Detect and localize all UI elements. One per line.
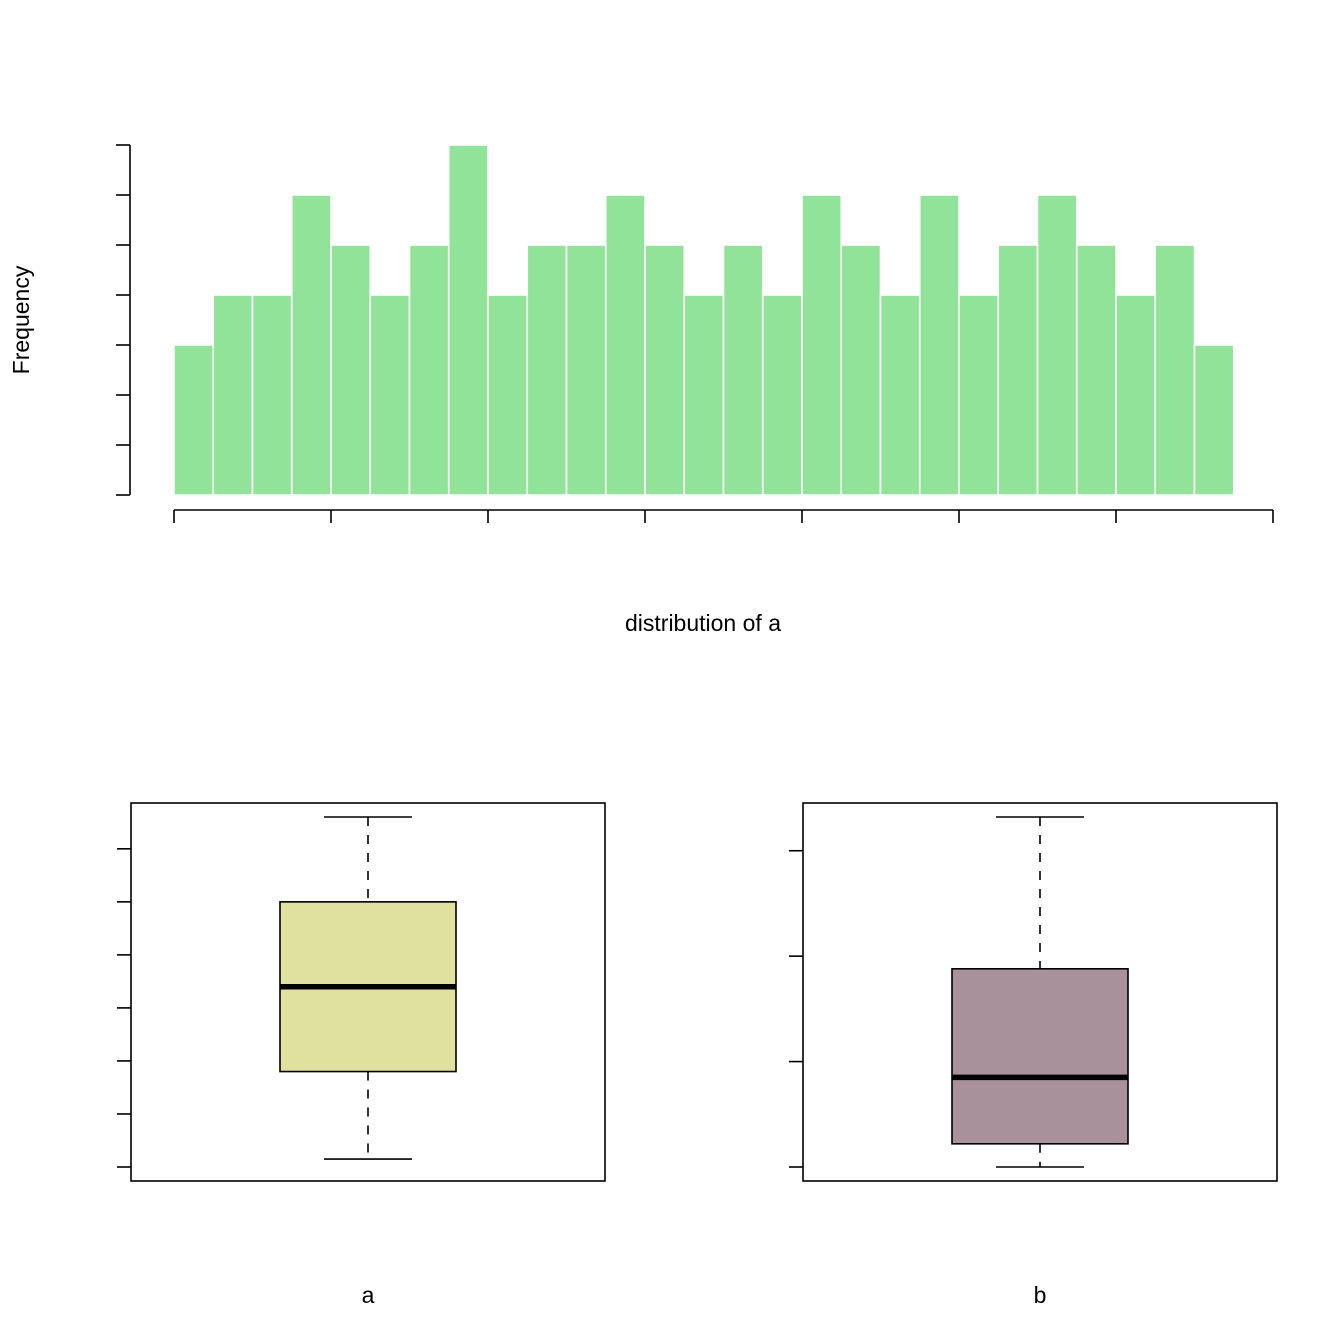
histogram-bar	[1193, 344, 1235, 496]
histogram-y-label: Frequency	[8, 265, 34, 374]
boxplot-b-y-axis	[789, 849, 803, 1168]
histogram-bar	[644, 244, 686, 496]
histogram-bar	[604, 194, 646, 496]
histogram-bar	[565, 244, 607, 496]
histogram-bar	[447, 144, 489, 496]
histogram-bar	[330, 244, 372, 496]
histogram-bar	[173, 344, 215, 496]
boxplot-a: a	[117, 802, 606, 1308]
histogram-bar	[1036, 194, 1078, 496]
histogram-bars	[173, 144, 1235, 496]
histogram-bar	[761, 294, 803, 496]
histogram-bar	[1075, 244, 1117, 496]
histogram-bar	[526, 244, 568, 496]
boxplot-a-x-label: a	[362, 1282, 375, 1308]
histogram-bar	[801, 194, 843, 496]
histogram-bar	[722, 244, 764, 496]
histogram-bar	[1115, 294, 1157, 496]
histogram-bar	[212, 294, 254, 496]
histogram-chart: distribution of a Frequency	[8, 144, 1274, 636]
histogram-bar	[840, 244, 882, 496]
histogram-bar	[487, 294, 529, 496]
histogram-x-axis	[173, 509, 1274, 523]
histogram-bar	[290, 194, 332, 496]
boxplot-b-marks	[951, 816, 1129, 1168]
histogram-bar	[1154, 244, 1196, 496]
boxplot-a-y-axis	[117, 848, 131, 1168]
boxplot-b-frame	[802, 802, 1278, 1182]
histogram-bar	[251, 294, 293, 496]
histogram-bar	[369, 294, 411, 496]
histogram-bar	[918, 194, 960, 496]
boxplot-b-box	[951, 968, 1129, 1145]
histogram-x-label: distribution of a	[625, 610, 781, 636]
boxplot-a-marks	[279, 816, 457, 1160]
histogram-bar	[683, 294, 725, 496]
histogram-bar	[408, 244, 450, 496]
boxplot-b-x-label: b	[1034, 1282, 1047, 1308]
histogram-bar	[997, 244, 1039, 496]
histogram-y-axis	[116, 144, 131, 496]
boxplot-b: b	[789, 802, 1278, 1308]
histogram-bar	[879, 294, 921, 496]
boxplot-a-frame	[130, 802, 606, 1182]
histogram-bar	[958, 294, 1000, 496]
